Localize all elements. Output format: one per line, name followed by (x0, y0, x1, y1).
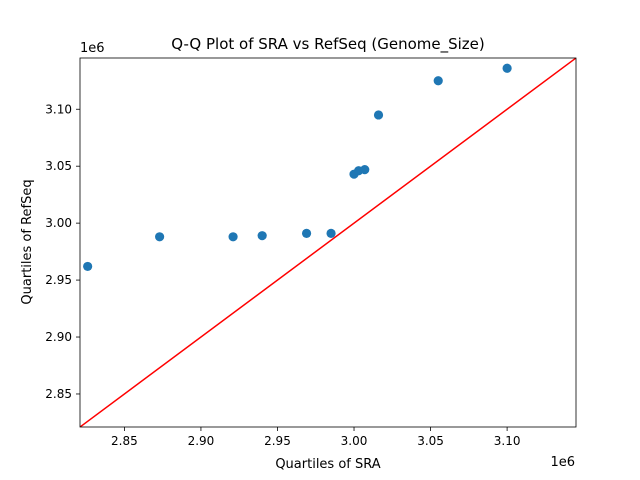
y-tick-label-2: 2.90 (45, 330, 72, 344)
data-point-12 (502, 63, 512, 73)
axes-frame (79, 57, 577, 428)
y-tick-label-1: 2.85 (45, 387, 72, 401)
chart-title: Q-Q Plot of SRA vs RefSeq (Genome_Size) (171, 35, 485, 54)
data-point-11 (433, 76, 443, 86)
data-point-5 (301, 228, 312, 238)
data-point-3 (228, 232, 238, 242)
x-tick-label-5: 3.05 (417, 434, 444, 448)
data-point-10 (373, 110, 384, 120)
x-axis-label: Quartiles of SRA (275, 457, 380, 472)
y-tick-label-5: 3.05 (45, 159, 72, 173)
x-tick-label-2: 2.90 (188, 434, 215, 448)
x-tick-label-3: 2.95 (264, 434, 291, 448)
y-tick-label-3: 2.95 (45, 273, 72, 287)
data-point-6 (326, 228, 336, 238)
x-tick-label-1: 2.85 (111, 434, 138, 448)
y-tick-label-4: 3.00 (45, 216, 72, 230)
plot-area: 2.85 2.90 2.95 3.00 3.05 3.10 2.85 2.90 2.95 3.00… (45, 57, 577, 448)
y-axis-offset-label: 1e6 (80, 41, 105, 56)
data-point-1 (83, 261, 93, 272)
data-point-2 (155, 232, 165, 242)
reference-line (80, 58, 576, 427)
y-axis-label: Quartiles of RefSeq (20, 179, 35, 304)
x-tick-label-4: 3.00 (341, 434, 368, 448)
data-point-4 (257, 231, 267, 241)
x-axis-offset-label: 1e6 (550, 455, 575, 470)
x-tick-label-6: 3.10 (494, 434, 521, 448)
data-point-9 (360, 165, 370, 175)
y-tick-label-6: 3.10 (45, 102, 72, 116)
